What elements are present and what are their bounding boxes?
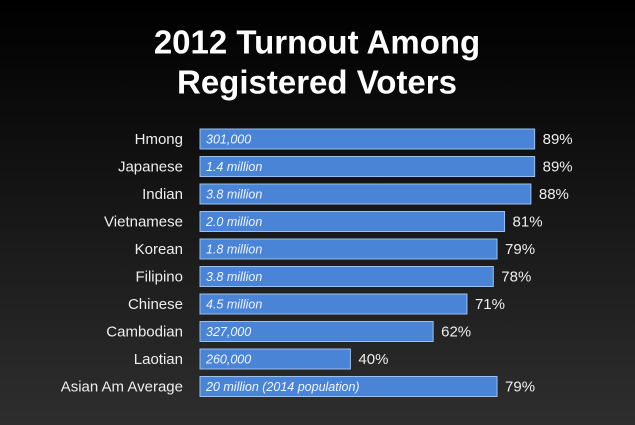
bar-text: 327,000 <box>206 325 251 339</box>
bar <box>199 266 494 287</box>
bar <box>199 128 536 150</box>
bar <box>199 348 351 370</box>
bar-text: 3.8 million <box>206 187 262 201</box>
value-label: 89% <box>543 158 573 175</box>
category-label: Vietnamese <box>104 213 183 230</box>
bar-text: 2.0 million <box>205 215 262 229</box>
value-label: 40% <box>358 351 388 368</box>
chart-title: Registered Voters <box>177 64 457 101</box>
bar <box>199 293 468 315</box>
category-label: Chinese <box>128 296 183 313</box>
value-label: 62% <box>441 323 471 340</box>
bar <box>199 238 498 260</box>
category-label: Asian Am Average <box>61 378 183 395</box>
bar-text: 4.5 million <box>206 297 262 311</box>
value-label: 81% <box>513 213 543 230</box>
value-label: 79% <box>505 241 535 258</box>
bar <box>199 183 532 205</box>
bar <box>199 321 434 342</box>
category-label: Laotian <box>134 351 183 368</box>
bar <box>199 156 536 177</box>
bar-text: 20 million (2014 population) <box>205 380 360 394</box>
category-label: Indian <box>142 186 183 203</box>
value-label: 79% <box>505 378 535 395</box>
category-label: Korean <box>135 241 183 258</box>
bar-text: 1.8 million <box>206 242 262 256</box>
bar <box>199 211 506 232</box>
value-label: 71% <box>475 296 505 313</box>
bar-text: 1.4 million <box>206 160 262 174</box>
category-label: Hmong <box>135 131 183 148</box>
bar-text: 260,000 <box>205 352 251 366</box>
category-label: Cambodian <box>106 323 183 340</box>
value-label: 89% <box>543 131 573 148</box>
value-label: 78% <box>501 268 531 285</box>
value-label: 88% <box>539 186 569 203</box>
category-label: Japanese <box>118 158 183 175</box>
chart-title: 2012 Turnout Among <box>154 24 480 61</box>
category-label: Filipino <box>135 268 183 285</box>
bar-text: 3.8 million <box>206 270 262 284</box>
bar-text: 301,000 <box>206 132 251 146</box>
bar <box>199 376 498 397</box>
